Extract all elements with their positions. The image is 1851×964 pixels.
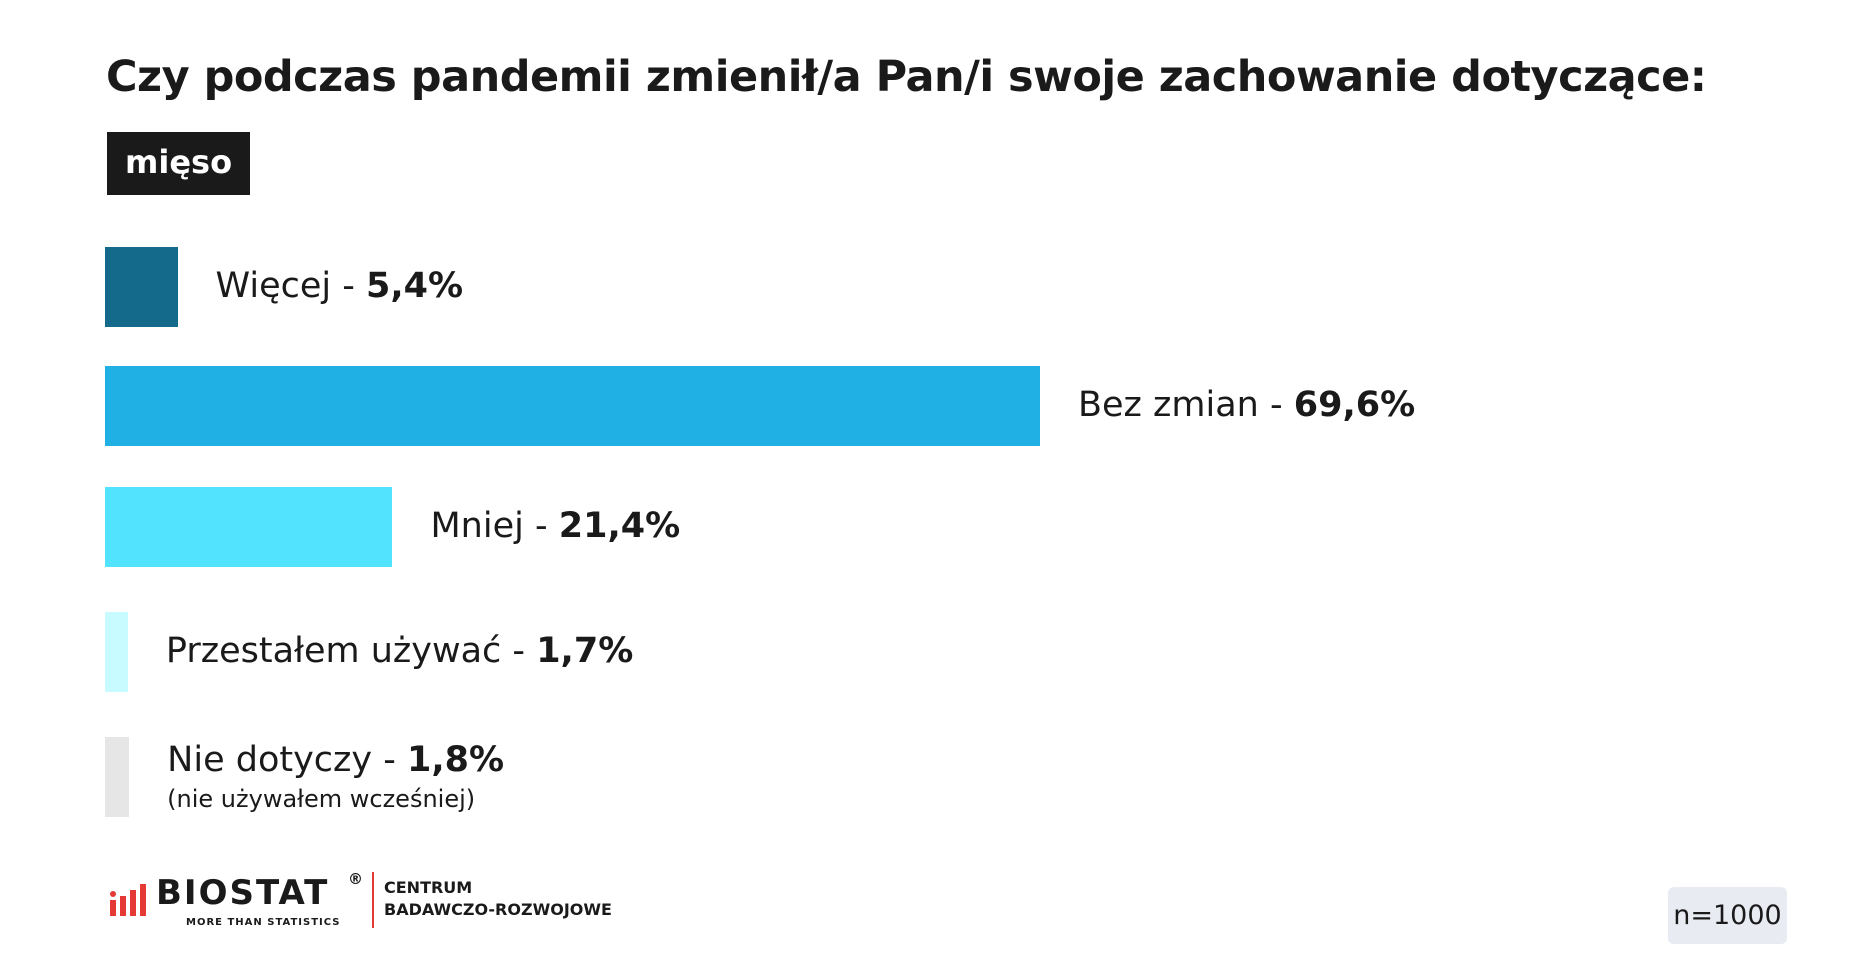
biostat-logo: BIOSTAT ® MORE THAN STATISTICS CENTRUM B… <box>110 870 630 940</box>
value-label-1: 69,6% <box>1293 385 1416 425</box>
logo-centre-line2: BADAWCZO-ROZWOJOWE <box>384 900 612 919</box>
logo-bars-icon <box>110 884 146 916</box>
bar-label-4: Nie dotyczy - 1,8% <box>167 743 504 778</box>
bar-3 <box>105 612 128 692</box>
value-label-0: 5,4% <box>366 266 464 306</box>
bar-label-1: Bez zmian - 69,6% <box>1078 388 1415 423</box>
logo-divider <box>372 872 374 928</box>
logo-tagline: MORE THAN STATISTICS <box>186 917 341 928</box>
value-label-4: 1,8% <box>407 740 505 780</box>
logo-name: BIOSTAT <box>156 873 330 913</box>
bar-4 <box>105 737 130 817</box>
category-label-4: Nie dotyczy - <box>167 740 408 780</box>
category-label-2: Mniej - <box>430 506 559 546</box>
category-label-1: Bez zmian - <box>1078 385 1294 425</box>
bar-label-0: Więcej - 5,4% <box>216 269 464 304</box>
logo-registered-mark: ® <box>348 870 363 888</box>
bar-label-2: Mniej - 21,4% <box>430 509 680 544</box>
value-label-2: 21,4% <box>558 506 681 546</box>
bar-0 <box>105 247 178 327</box>
bar-sublabel-4: (nie używałem wcześniej) <box>167 785 476 813</box>
sample-size-badge: n=1000 <box>1668 887 1787 944</box>
bar-label-3: Przestałem używać - 1,7% <box>166 634 633 669</box>
logo-centre-line1: CENTRUM <box>384 878 473 897</box>
value-label-3: 1,7% <box>536 631 634 671</box>
category-label-0: Więcej - <box>215 266 367 306</box>
bar-1 <box>105 366 1040 446</box>
bar-2 <box>105 487 393 567</box>
chart-title: Czy podczas pandemii zmienił/a Pan/i swo… <box>106 52 1707 102</box>
category-label-3: Przestałem używać - <box>165 631 537 671</box>
category-badge: mięso <box>107 132 251 195</box>
